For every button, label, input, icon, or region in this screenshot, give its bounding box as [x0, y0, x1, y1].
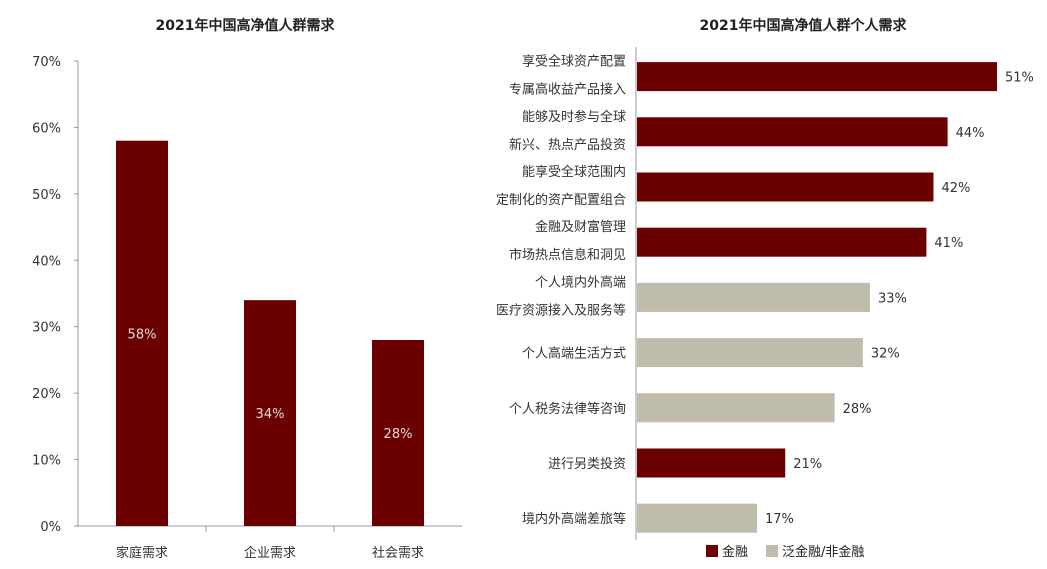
- right-chart-axes: 享受全球资产配置专属高收益产品接入能够及时参与全球新兴、热点产品投资能享受全球范…: [496, 47, 637, 540]
- right-bar-value-label: 33%: [878, 291, 907, 306]
- legend-item-non-finance: 泛金融/非金融: [766, 541, 864, 560]
- left-x-tick-label: 社会需求: [372, 545, 424, 561]
- right-bar: [637, 393, 835, 423]
- left-x-tick-label: 家庭需求: [116, 545, 168, 561]
- right-bar-value-label: 28%: [843, 402, 872, 417]
- left-y-tick-label: 30%: [32, 321, 61, 336]
- left-bar: [116, 140, 168, 526]
- right-bar: [637, 117, 948, 147]
- legend-label-finance: 金融: [722, 545, 749, 560]
- left-bar: [244, 300, 296, 526]
- left-chart-bars: 58% 34% 28%: [116, 140, 424, 526]
- left-bar-chart: 2021年中国高净值人群需求 0% 10% 20% 30% 40% 50% 60% 70% 家庭…: [32, 17, 462, 561]
- left-x-tick-label: 企业需求: [244, 545, 296, 561]
- right-bar-value-label: 32%: [871, 347, 900, 362]
- left-y-tick-label: 10%: [32, 454, 61, 469]
- right-bar: [637, 503, 757, 533]
- right-category-label-line1: 个人境内外高端: [535, 274, 626, 290]
- left-bar-value-label: 58%: [128, 327, 157, 342]
- right-category-label-line2: 专属高收益产品接入: [509, 82, 626, 98]
- right-bar: [637, 172, 934, 202]
- right-chart-bars: 51% 44% 42% 41% 33% 32% 28% 21% 17%: [637, 62, 1034, 533]
- legend-swatch-finance: [706, 544, 718, 557]
- left-y-tick-label: 40%: [32, 254, 61, 269]
- left-chart-title: 2021年中国高净值人群需求: [156, 17, 336, 34]
- right-category-label: 个人税务法律等咨询: [509, 401, 626, 417]
- legend-swatch-non-finance: [766, 544, 779, 557]
- right-bar-value-label: 17%: [765, 512, 794, 527]
- right-chart-legend: 金融 泛金融/非金融: [706, 541, 864, 560]
- right-category-label-line1: 金融及财富管理: [535, 219, 626, 235]
- right-bar: [637, 227, 927, 257]
- left-bar-value-label: 34%: [256, 407, 285, 422]
- right-category-label: 个人高端生活方式: [522, 346, 626, 362]
- right-bar-chart: 2021年中国高净值人群个人需求 享受全球资产配置专属高收益产品接入能够及时参与…: [496, 17, 1034, 540]
- right-category-label-line2: 定制化的资产配置组合: [496, 192, 626, 208]
- left-bar: [372, 340, 424, 526]
- left-y-tick-label: 60%: [32, 121, 61, 136]
- right-bar-value-label: 42%: [941, 181, 970, 196]
- right-bar-value-label: 44%: [956, 126, 985, 141]
- right-bar-value-label: 51%: [1005, 71, 1034, 86]
- right-category-label-line1: 能够及时参与全球: [522, 109, 626, 125]
- right-bar: [637, 448, 786, 478]
- right-category-label-line2: 医疗资源接入及服务等: [496, 302, 626, 318]
- right-bar-value-label: 21%: [793, 457, 822, 472]
- right-category-label-line2: 市场热点信息和洞见: [509, 247, 626, 263]
- left-y-tick-label: 0%: [40, 520, 61, 535]
- right-category-label-line1: 能享受全球范围内: [522, 164, 626, 180]
- right-category-label-line2: 新兴、热点产品投资: [509, 137, 626, 153]
- right-bar: [637, 282, 870, 312]
- right-category-label: 境内外高端差旅等: [522, 511, 626, 527]
- right-category-label-line1: 享受全球资产配置: [522, 54, 626, 70]
- left-bar-value-label: 28%: [384, 427, 413, 442]
- right-category-label: 进行另类投资: [548, 456, 626, 472]
- right-bar: [637, 62, 997, 92]
- left-y-tick-label: 70%: [32, 55, 61, 70]
- right-bar: [637, 338, 863, 368]
- left-y-tick-label: 50%: [32, 188, 61, 203]
- right-bar-value-label: 41%: [934, 236, 963, 251]
- right-chart-title: 2021年中国高净值人群个人需求: [700, 17, 908, 34]
- left-y-tick-label: 20%: [32, 387, 61, 402]
- left-chart-axes: 0% 10% 20% 30% 40% 50% 60% 70% 家庭需求 企业需求 社会需求: [32, 55, 462, 561]
- legend-label-non-finance: 泛金融/非金融: [782, 545, 865, 560]
- legend-item-finance: 金融: [706, 541, 748, 560]
